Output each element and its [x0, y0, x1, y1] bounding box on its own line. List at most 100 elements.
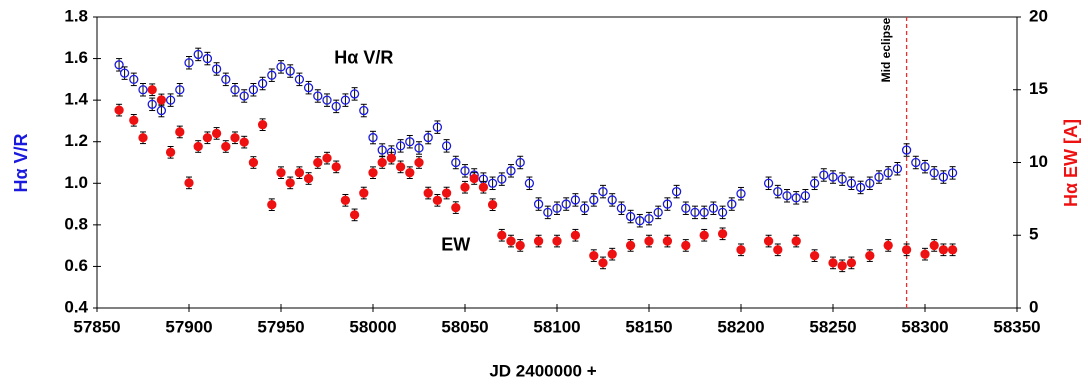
data-point — [322, 95, 332, 105]
data-point — [405, 168, 415, 178]
y2-tick-label: 15 — [1029, 79, 1048, 98]
data-point — [800, 191, 811, 201]
y-tick-label: 0.4 — [64, 297, 88, 316]
data-point — [349, 210, 360, 220]
data-point — [230, 85, 240, 95]
x-tick-label: 58000 — [349, 317, 396, 336]
data-point — [138, 85, 148, 95]
data-point — [828, 172, 838, 182]
data-point — [487, 178, 498, 188]
data-point — [938, 245, 949, 255]
data-point — [156, 95, 167, 105]
data-point — [276, 168, 286, 178]
data-point — [920, 162, 930, 172]
data-point — [635, 216, 645, 226]
data-point — [441, 141, 452, 151]
data-point — [763, 178, 774, 188]
data-point — [497, 230, 507, 240]
data-point — [460, 182, 470, 192]
data-point — [460, 166, 470, 176]
data-point — [773, 245, 783, 255]
data-point — [837, 261, 847, 271]
data-point — [791, 193, 801, 203]
data-point — [395, 141, 406, 151]
data-point — [662, 199, 673, 209]
data-point — [763, 236, 774, 246]
data-point — [552, 236, 562, 246]
data-point — [570, 195, 581, 205]
data-point — [221, 74, 231, 85]
mid-eclipse-label: Mid eclipse — [879, 17, 893, 82]
data-point — [883, 240, 893, 251]
x-tick-label: 57950 — [257, 317, 304, 336]
data-point — [607, 249, 617, 259]
data-point — [736, 189, 746, 199]
data-point — [653, 207, 663, 218]
x-tick-label: 58050 — [441, 317, 488, 336]
data-point — [285, 66, 295, 76]
data-point — [901, 245, 912, 255]
data-point — [570, 230, 581, 240]
x-tick-label: 57900 — [165, 317, 212, 336]
x-tick-label: 58150 — [625, 317, 672, 336]
x-tick-label: 58350 — [993, 317, 1040, 336]
data-point — [331, 162, 341, 172]
data-point — [515, 157, 525, 168]
data-point — [579, 203, 590, 213]
data-point — [920, 249, 930, 259]
data-point — [929, 168, 939, 178]
data-point — [478, 182, 489, 192]
data-point — [340, 95, 351, 105]
data-point — [193, 49, 203, 60]
data-point — [598, 186, 608, 197]
data-point — [211, 64, 222, 74]
data-point — [828, 258, 838, 268]
data-point — [202, 133, 213, 143]
data-point — [276, 62, 286, 72]
annotation: Hα V/R — [334, 47, 393, 67]
data-point — [552, 203, 562, 213]
data-point — [239, 137, 249, 147]
data-point — [938, 172, 949, 182]
data-point — [681, 203, 691, 213]
y2-tick-label: 5 — [1029, 225, 1038, 244]
data-point — [911, 157, 921, 168]
data-point — [193, 141, 203, 152]
data-point — [533, 199, 544, 209]
data-point — [681, 240, 691, 251]
y-tick-label: 1.4 — [64, 90, 88, 109]
data-point — [515, 240, 525, 251]
data-point — [644, 236, 654, 246]
data-point — [165, 95, 176, 105]
data-point — [625, 240, 636, 251]
data-point — [543, 207, 553, 218]
data-point — [165, 147, 176, 157]
data-point — [175, 85, 185, 95]
data-point — [294, 168, 305, 178]
data-point — [147, 85, 157, 95]
data-point — [267, 70, 277, 80]
data-point — [717, 229, 728, 239]
data-point — [114, 60, 124, 70]
data-point — [846, 258, 857, 268]
data-point — [377, 157, 387, 168]
data-point — [303, 83, 314, 93]
data-point — [119, 68, 130, 78]
y2-tick-label: 10 — [1029, 152, 1048, 171]
data-point — [368, 132, 378, 143]
x-tick-label: 58250 — [809, 317, 856, 336]
y-tick-label: 1.2 — [64, 131, 88, 150]
data-point — [313, 91, 323, 101]
data-point — [423, 188, 433, 198]
data-point — [129, 74, 139, 85]
data-point — [809, 250, 820, 261]
data-point — [114, 105, 124, 115]
data-point — [865, 178, 875, 188]
data-point — [506, 166, 516, 176]
data-point — [809, 178, 820, 188]
data-point — [791, 236, 801, 246]
data-point — [184, 58, 194, 68]
data-point — [414, 157, 424, 168]
data-point — [690, 207, 700, 218]
